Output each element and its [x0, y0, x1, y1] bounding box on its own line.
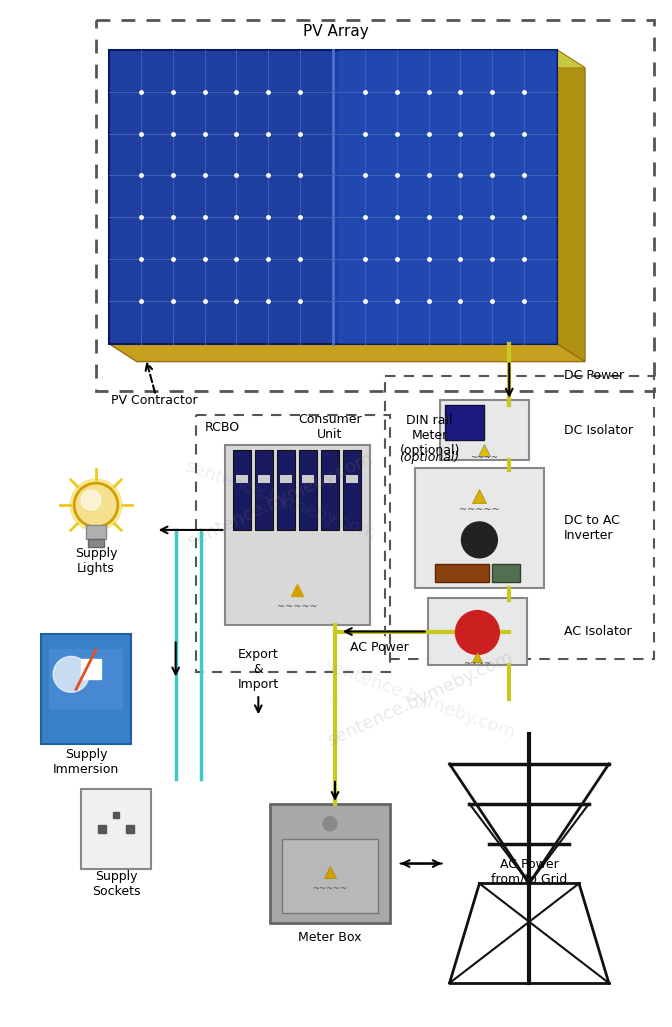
Circle shape	[70, 480, 122, 531]
Bar	[278, 450, 295, 530]
Bar	[435, 564, 489, 581]
Bar	[343, 450, 361, 530]
Text: Supply
Immersion: Supply Immersion	[53, 748, 119, 776]
Text: DC Isolator: DC Isolator	[564, 424, 633, 436]
Text: ~~~~: ~~~~	[470, 453, 499, 462]
Polygon shape	[109, 344, 585, 362]
Text: DC to AC
Inverter: DC to AC Inverter	[564, 514, 620, 542]
Text: PV Contractor: PV Contractor	[111, 394, 198, 407]
Bar	[282, 839, 378, 913]
Bar	[49, 649, 123, 710]
Text: sentence.bymeby.com: sentence.bymeby.com	[182, 457, 378, 543]
Text: DIN rail
Meter
(optional): DIN rail Meter (optional)	[399, 414, 460, 457]
Text: sentence.bymeby.com: sentence.bymeby.com	[324, 648, 515, 750]
Polygon shape	[109, 50, 557, 344]
Bar	[255, 450, 274, 530]
Circle shape	[323, 816, 337, 831]
Text: sentence.bymeby.com: sentence.bymeby.com	[185, 449, 376, 551]
Polygon shape	[109, 50, 585, 68]
Text: DC Power: DC Power	[564, 369, 624, 382]
Bar	[280, 476, 292, 483]
Text: ~~~~~: ~~~~~	[277, 602, 317, 612]
Polygon shape	[338, 50, 557, 344]
Bar	[299, 450, 317, 530]
Bar	[237, 476, 249, 483]
Bar	[324, 476, 336, 483]
Text: Supply
Sockets: Supply Sockets	[91, 871, 140, 899]
Text: (optional): (optional)	[399, 451, 460, 464]
Bar	[88, 539, 104, 546]
Bar	[81, 789, 151, 869]
Text: Export
&
Import: Export & Import	[238, 648, 279, 691]
Text: ~~~~~: ~~~~~	[459, 505, 500, 515]
Bar	[258, 476, 270, 483]
Circle shape	[74, 483, 118, 527]
Text: AC Isolator: AC Isolator	[564, 625, 632, 638]
Text: PV Array: PV Array	[303, 25, 369, 39]
Bar	[493, 564, 520, 581]
Bar	[439, 401, 529, 460]
Bar	[346, 476, 358, 483]
Bar	[233, 450, 251, 530]
Bar	[86, 525, 106, 539]
Circle shape	[81, 490, 101, 510]
Bar	[321, 450, 339, 530]
Text: AC Power
from/to Grid: AC Power from/to Grid	[491, 858, 567, 885]
Circle shape	[53, 656, 89, 692]
Text: Meter Box: Meter Box	[298, 930, 362, 944]
Text: ~~~~~: ~~~~~	[312, 884, 347, 892]
Bar	[226, 446, 370, 624]
Bar	[415, 468, 544, 587]
Text: sentence.bymeby.com: sentence.bymeby.com	[321, 656, 518, 743]
Text: Consumer
Unit: Consumer Unit	[298, 413, 362, 442]
Bar	[41, 635, 131, 744]
Text: RCBO: RCBO	[205, 421, 240, 433]
Polygon shape	[557, 50, 585, 362]
Bar	[445, 406, 485, 441]
Bar	[302, 476, 314, 483]
Bar	[270, 804, 390, 923]
Circle shape	[462, 522, 497, 558]
Bar	[427, 598, 528, 665]
Text: ~~~~: ~~~~	[464, 659, 491, 668]
Text: Supply
Lights: Supply Lights	[75, 546, 117, 575]
Circle shape	[456, 611, 499, 654]
Text: AC Power: AC Power	[350, 641, 409, 654]
